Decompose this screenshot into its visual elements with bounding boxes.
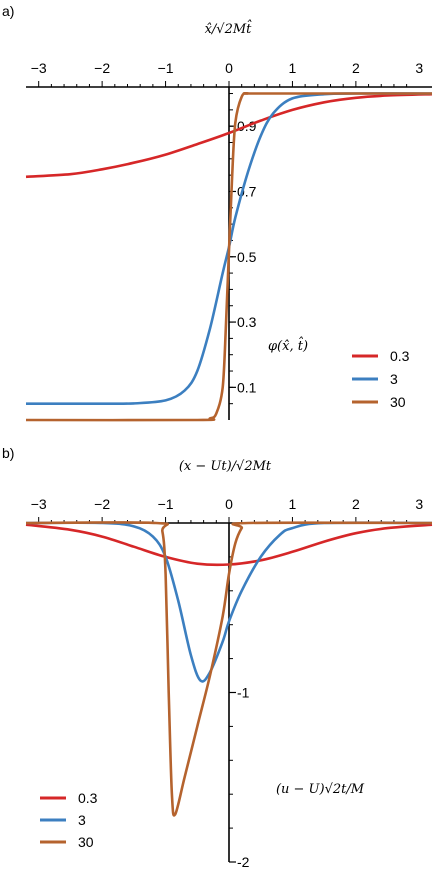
legend-label: 0.3 (78, 790, 98, 806)
x-tick-label: 1 (289, 496, 297, 512)
panel-b-ylabel: (u − U)√2t/M (276, 782, 365, 797)
legend-label: 3 (78, 812, 86, 828)
x-tick-label: −1 (158, 496, 174, 512)
y-tick-label: 0.3 (237, 314, 257, 330)
series-line-0.3 (25, 92, 433, 179)
panel-a-ylabel: φ(x̂, t̂) (268, 336, 308, 354)
panel-a-label: a) (2, 3, 14, 19)
x-tick-label: 3 (415, 496, 423, 512)
panel-a-xlabel: x̂/√2Mt̂ (205, 19, 253, 37)
y-tick-label: -1 (237, 685, 250, 701)
legend-label: 3 (390, 371, 398, 387)
panel-b-label: b) (2, 445, 14, 461)
x-tick-label: −2 (94, 60, 110, 76)
series-line-30 (25, 91, 433, 422)
x-tick-label: 0 (225, 60, 233, 76)
panel-b-plot: −3 −2 −1 0 1 2 3 -1 -2 0.3 3 30 (25, 496, 433, 870)
x-tick-label: −3 (31, 60, 47, 76)
x-tick-label: 3 (415, 60, 423, 76)
panel-b-xlabel: (x − Ut)/√2Mt (179, 459, 272, 474)
legend-label: 30 (390, 394, 406, 410)
y-tick-label: 0.5 (237, 249, 257, 265)
legend-label: 30 (78, 834, 94, 850)
x-tick-label: −1 (158, 60, 174, 76)
x-tick-label: 0 (225, 496, 233, 512)
x-tick-label: 2 (352, 60, 360, 76)
series-line-30 (25, 521, 433, 817)
series-line-0.3 (25, 523, 433, 567)
legend-label: 0.3 (390, 348, 410, 364)
x-tick-label: 2 (352, 496, 360, 512)
y-tick-label: 0.1 (237, 379, 257, 395)
x-tick-label: −3 (31, 496, 47, 512)
y-tick-label: -2 (237, 854, 250, 870)
x-tick-label: 1 (289, 60, 297, 76)
x-tick-label: −2 (94, 496, 110, 512)
